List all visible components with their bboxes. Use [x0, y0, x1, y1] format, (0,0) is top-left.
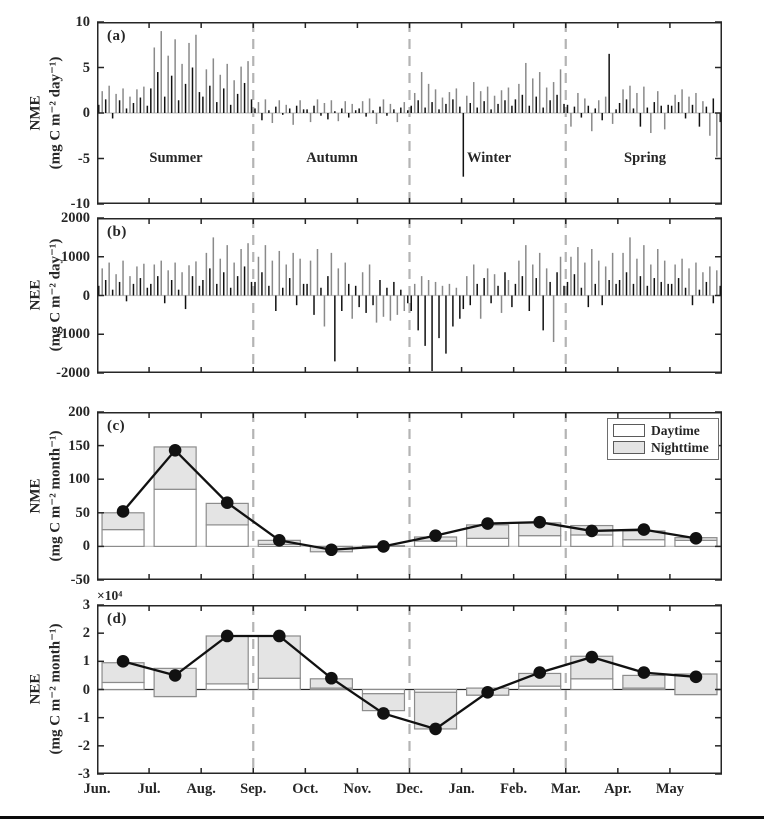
legend-nighttime-label: Nighttime [651, 439, 709, 455]
x-tick-label-month: Sep. [240, 781, 267, 797]
panel-c-monthly-nme-chart [97, 411, 722, 581]
y-tick-label: 2 [82, 625, 90, 642]
y-tick-label: 2000 [61, 210, 90, 226]
y-tick-label: 0 [82, 538, 90, 555]
panel-d-label: (d) [107, 611, 127, 627]
legend-daytime-label: Daytime [651, 422, 700, 438]
nighttime-swatch-icon [613, 441, 645, 454]
x-tick-label-month: Nov. [343, 781, 372, 797]
y-tick-label: 200 [68, 404, 90, 420]
y-tick-label: 100 [68, 471, 90, 488]
x-tick-label-month: Feb. [500, 781, 528, 797]
y-tick-label: 1000 [61, 248, 90, 265]
y-tick-label: 50 [75, 504, 91, 521]
panel-a-daily-nme-chart [97, 21, 722, 205]
panel-a-label: (a) [107, 28, 126, 44]
x-tick-label-month: Dec. [396, 781, 423, 797]
panel-c-label: (c) [107, 418, 126, 434]
legend-entry-daytime: Daytime [613, 422, 714, 439]
season-annotation: Spring [624, 150, 666, 166]
y-tick-label: 0 [82, 287, 90, 304]
legend-entry-nighttime: Nighttime [613, 439, 714, 456]
y-tick-label: -2000 [56, 365, 90, 381]
y-tick-label: 0 [82, 105, 90, 121]
y-tick-label: 10 [75, 14, 91, 30]
season-annotation: Winter [466, 150, 512, 166]
y-tick-label: 3 [82, 597, 90, 613]
panel-b-daily-nee-chart [97, 217, 722, 374]
x-tick-label-month: Jul. [137, 781, 161, 797]
x-tick-label-month: Oct. [292, 781, 319, 797]
x-tick-label-month: Aug. [186, 781, 216, 797]
y-tick-label: 0 [82, 681, 90, 698]
bottom-rule [0, 816, 764, 819]
y-tick-label: 150 [68, 437, 90, 454]
y-tick-label: -1 [77, 709, 90, 726]
x-tick-label-month: May [655, 781, 684, 797]
season-annotation: Autumn [306, 150, 358, 166]
x-tick-label-month: Jan. [448, 781, 475, 797]
y-tick-label: -10 [70, 196, 90, 212]
x-tick-label-month: Apr. [604, 781, 632, 797]
legend-box: Daytime Nighttime [607, 418, 719, 460]
axis-multiplier-label: ×10⁴ [97, 588, 123, 603]
season-annotation: Summer [149, 150, 203, 166]
panel-d-monthly-nee-chart [97, 604, 722, 775]
y-tick-label: -1000 [56, 326, 90, 343]
y-tick-label: -50 [70, 572, 90, 588]
panel-b-label: (b) [107, 224, 127, 240]
x-tick-label-month: Jun. [83, 781, 111, 797]
y-tick-label: 5 [82, 59, 90, 76]
y-tick-label: 1 [82, 653, 90, 670]
x-tick-label-month: Mar. [550, 781, 581, 797]
y-tick-label: -2 [77, 737, 90, 754]
daytime-swatch-icon [613, 424, 645, 437]
y-tick-label: -5 [77, 150, 90, 167]
y-tick-label: -3 [77, 766, 90, 782]
